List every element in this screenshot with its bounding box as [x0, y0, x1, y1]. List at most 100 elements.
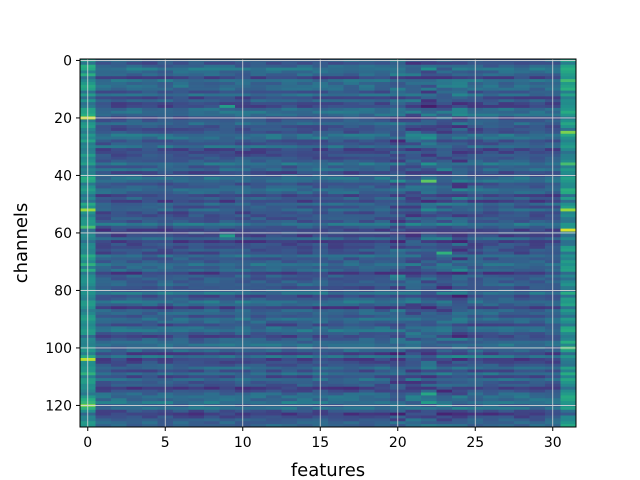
heatmap-cell [219, 61, 236, 66]
heatmap-cell [328, 182, 344, 186]
heatmap-cell [250, 142, 267, 146]
heatmap-cell [281, 363, 298, 368]
heatmap-cell [219, 99, 236, 103]
heatmap-cell [250, 277, 267, 281]
heatmap-cell [483, 300, 499, 304]
heatmap-cell [529, 67, 546, 71]
heatmap-cell [421, 300, 437, 304]
heatmap-cell [250, 188, 267, 192]
heatmap-cell [297, 179, 313, 184]
heatmap-cell [405, 409, 422, 414]
heatmap-cell [374, 418, 391, 422]
heatmap-cell [281, 326, 298, 330]
heatmap-cell [204, 211, 220, 215]
heatmap-cell [498, 337, 515, 342]
heatmap-cell [452, 185, 468, 189]
heatmap-cell [452, 142, 468, 146]
heatmap-cell [359, 87, 375, 92]
heatmap-cell [328, 122, 344, 126]
heatmap-cell [421, 274, 437, 278]
heatmap-cell [95, 136, 112, 140]
heatmap-cell [142, 208, 158, 212]
heatmap-cell [142, 271, 158, 276]
heatmap-cell [421, 352, 437, 356]
heatmap-cell [219, 237, 236, 241]
heatmap-cell [343, 337, 360, 342]
heatmap-cell [188, 277, 205, 281]
heatmap-cell [126, 358, 143, 362]
heatmap-cell [266, 234, 282, 238]
heatmap-cell [483, 99, 499, 103]
heatmap-cell [405, 300, 422, 304]
heatmap-cell [173, 110, 189, 115]
heatmap-cell [529, 340, 546, 345]
heatmap-cell [436, 125, 453, 129]
heatmap-cell [452, 159, 468, 163]
heatmap-cell [188, 82, 205, 86]
heatmap-cell [514, 234, 530, 238]
heatmap-cell [126, 389, 143, 393]
heatmap-cell [359, 228, 375, 232]
heatmap-cell [250, 309, 267, 313]
heatmap-cell [514, 133, 530, 138]
heatmap-cell [95, 202, 112, 207]
heatmap-cell [111, 409, 127, 414]
heatmap-cell [204, 375, 220, 379]
heatmap-cell [421, 245, 437, 250]
heatmap-cell [204, 363, 220, 368]
heatmap-cell [250, 107, 267, 112]
heatmap-cell [95, 217, 112, 221]
heatmap-cell [328, 340, 344, 345]
heatmap-cell [529, 381, 546, 385]
heatmap-cell [359, 406, 375, 411]
heatmap-cell [204, 398, 220, 402]
heatmap-cell [173, 99, 189, 103]
heatmap-cell [436, 64, 453, 69]
heatmap-cell [111, 294, 127, 299]
heatmap-cell [281, 283, 298, 287]
heatmap-cell [452, 205, 468, 209]
heatmap-cell [483, 185, 499, 189]
heatmap-cell [219, 107, 236, 112]
heatmap-cell [421, 323, 437, 327]
heatmap-cell [560, 165, 577, 169]
heatmap-cell [219, 263, 236, 267]
heatmap-cell [142, 297, 158, 301]
heatmap-cell [266, 136, 282, 140]
heatmap-cell [560, 320, 577, 324]
heatmap-cell [281, 90, 298, 94]
heatmap-cell [204, 268, 220, 273]
heatmap-cell [297, 130, 313, 135]
heatmap-cell [266, 202, 282, 207]
heatmap-cell [343, 237, 360, 241]
heatmap-cell [421, 335, 437, 339]
heatmap-cell [173, 113, 189, 117]
heatmap-cell [266, 171, 282, 175]
heatmap-cell [281, 240, 298, 244]
heatmap-cell [514, 211, 530, 215]
heatmap-cell [514, 208, 530, 212]
heatmap-cell [297, 406, 313, 411]
heatmap-cell [188, 139, 205, 143]
heatmap-cell [266, 378, 282, 382]
heatmap-cell [405, 277, 422, 281]
heatmap-cell [188, 165, 205, 169]
heatmap-cell [204, 280, 220, 284]
heatmap-cell [281, 398, 298, 402]
heatmap-cell [514, 119, 530, 123]
heatmap-cell [374, 266, 391, 270]
heatmap-cell [204, 148, 220, 152]
heatmap-cell [250, 306, 267, 310]
heatmap-cell [297, 243, 313, 247]
heatmap-cell [266, 320, 282, 324]
heatmap-cell [111, 84, 127, 89]
heatmap-cell [560, 93, 577, 97]
heatmap-cell [281, 93, 298, 97]
heatmap-cell [343, 162, 360, 166]
heatmap-cell [297, 412, 313, 416]
heatmap-cell [421, 197, 437, 201]
heatmap-cell [95, 406, 112, 411]
heatmap-cell [421, 398, 437, 402]
heatmap-cell [436, 122, 453, 126]
heatmap-cell [436, 70, 453, 74]
